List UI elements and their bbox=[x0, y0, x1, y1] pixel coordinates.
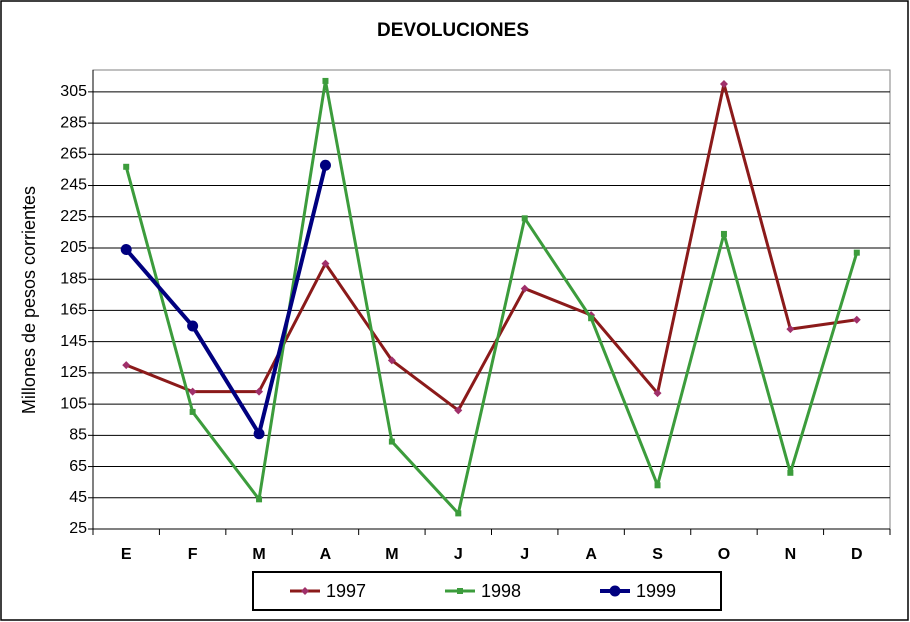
point bbox=[321, 259, 330, 268]
y-tick-label: 265 bbox=[60, 146, 87, 163]
x-tick-label: F bbox=[188, 546, 198, 563]
x-tick-label: M bbox=[252, 546, 265, 563]
y-tick-label: 245 bbox=[60, 177, 87, 194]
legend-box bbox=[252, 571, 722, 611]
plot-area bbox=[92, 69, 891, 530]
y-tick-label: 45 bbox=[69, 489, 87, 506]
y-tick-label: 225 bbox=[60, 208, 87, 225]
point bbox=[253, 428, 265, 440]
y-tick-label: 305 bbox=[60, 83, 87, 100]
x-tick-label: J bbox=[454, 546, 463, 563]
point bbox=[120, 244, 132, 256]
y-tick-label: 85 bbox=[69, 427, 87, 444]
series-line bbox=[125, 82, 858, 412]
x-tick-label: M bbox=[385, 546, 398, 563]
point bbox=[454, 406, 463, 415]
point bbox=[588, 315, 595, 322]
point bbox=[123, 163, 130, 170]
point bbox=[301, 587, 309, 595]
chart-title: DEVOLUCIONES bbox=[377, 20, 529, 41]
y-tick-label: 105 bbox=[60, 395, 87, 412]
y-tick-label: 145 bbox=[60, 333, 87, 350]
y-tick-label: 185 bbox=[60, 270, 87, 287]
point bbox=[387, 356, 396, 365]
point bbox=[609, 585, 621, 597]
point bbox=[853, 249, 860, 256]
x-tick-label: D bbox=[851, 546, 863, 563]
legend-label: 1998 bbox=[481, 581, 521, 601]
y-axis-label: Millones de pesos corrientes bbox=[19, 186, 39, 414]
x-tick-label: N bbox=[785, 546, 797, 563]
point bbox=[852, 315, 861, 324]
point bbox=[256, 496, 263, 503]
point bbox=[786, 325, 795, 334]
point bbox=[720, 230, 727, 237]
y-tick-label: 65 bbox=[69, 458, 87, 475]
x-tick-label: S bbox=[652, 546, 663, 563]
point bbox=[787, 469, 794, 476]
y-tick-label: 165 bbox=[60, 302, 87, 319]
y-tick-label: 285 bbox=[60, 114, 87, 131]
x-tick-label: A bbox=[585, 546, 597, 563]
legend-label: 1997 bbox=[326, 581, 366, 601]
y-tick-label: 125 bbox=[60, 364, 87, 381]
legend-label: 1999 bbox=[636, 581, 676, 601]
point bbox=[719, 80, 728, 89]
x-tick-label: O bbox=[718, 546, 730, 563]
point bbox=[520, 284, 529, 293]
point bbox=[187, 320, 199, 332]
y-tick-label: 25 bbox=[69, 520, 87, 537]
point bbox=[388, 438, 395, 445]
point bbox=[457, 588, 463, 594]
series-line bbox=[124, 79, 859, 515]
point bbox=[654, 482, 661, 489]
x-tick-label: E bbox=[121, 546, 132, 563]
series-line bbox=[124, 164, 328, 436]
point bbox=[255, 387, 264, 396]
point bbox=[653, 389, 662, 398]
y-tick-label: 205 bbox=[60, 239, 87, 256]
point bbox=[189, 408, 196, 415]
point bbox=[122, 361, 131, 370]
x-tick-label: J bbox=[520, 546, 529, 563]
point bbox=[521, 215, 528, 222]
point bbox=[455, 510, 462, 517]
point bbox=[188, 387, 197, 396]
x-tick-label: A bbox=[320, 546, 332, 563]
point bbox=[319, 159, 331, 171]
point bbox=[322, 77, 329, 84]
